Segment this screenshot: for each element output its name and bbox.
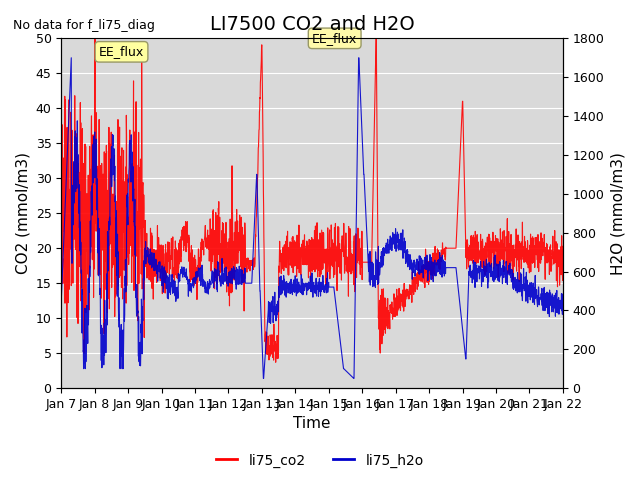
- Text: EE_flux: EE_flux: [99, 45, 144, 59]
- X-axis label: Time: Time: [293, 417, 331, 432]
- Legend: li75_co2, li75_h2o: li75_co2, li75_h2o: [211, 448, 429, 473]
- Text: No data for f_li75_diag: No data for f_li75_diag: [13, 19, 155, 32]
- Y-axis label: CO2 (mmol/m3): CO2 (mmol/m3): [15, 152, 30, 274]
- Title: LI7500 CO2 and H2O: LI7500 CO2 and H2O: [210, 15, 415, 34]
- Text: EE_flux: EE_flux: [312, 32, 357, 45]
- Y-axis label: H2O (mmol/m3): H2O (mmol/m3): [610, 152, 625, 275]
